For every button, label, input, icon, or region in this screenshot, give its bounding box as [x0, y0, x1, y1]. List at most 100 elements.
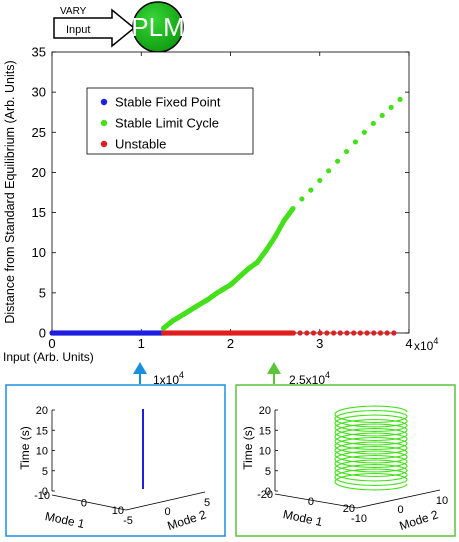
z-tick-label: 0 [42, 486, 48, 498]
x-tick-label: -20 [257, 489, 273, 501]
point-unstable [290, 330, 297, 336]
y-tick-label: 25 [32, 125, 46, 140]
x-tick-label: 4 [405, 336, 412, 351]
point-stable-limit-cycle [317, 177, 323, 184]
main-chart: 0 1 2 3 4 0 5 10 15 20 25 30 35 Distance from Standa… [3, 45, 438, 365]
x-tick-label: -10 [34, 490, 50, 502]
z-tick-label: 10 [36, 446, 48, 458]
y-tick-label: 20 [32, 165, 46, 180]
point-stable-limit-cycle [370, 120, 376, 127]
legend: Stable Fixed Point Stable Limit Cycle Unst… [86, 87, 254, 155]
plm-label: PLM [131, 12, 184, 42]
callout-1-base: 1x10 [153, 373, 179, 387]
point-stable-limit-cycle [335, 158, 341, 164]
point-stable-limit-cycle [299, 196, 305, 202]
point-stable-limit-cycle [343, 148, 350, 155]
legend-label: Unstable [115, 137, 166, 152]
legend-box [86, 87, 254, 155]
y-axis-floor [356, 489, 441, 509]
point-unstable [304, 330, 310, 336]
point-unstable [337, 330, 343, 336]
callout-2: 2.5x104 [267, 362, 330, 387]
inset-1-z-label: Time (s) [18, 426, 32, 470]
point-unstable [351, 330, 357, 336]
z-tick-label: 0 [265, 486, 271, 498]
y-tick-label: -5 [123, 515, 133, 527]
y-tick-label: -10 [351, 513, 367, 525]
point-unstable [344, 330, 350, 336]
x-tick-label: 0 [81, 498, 87, 510]
point-unstable [364, 330, 370, 336]
point-unstable [324, 330, 330, 336]
callout-1-arrow-head [133, 362, 147, 374]
main-marks [49, 96, 403, 336]
x-tick-label: 10 [112, 505, 124, 517]
legend-marker [100, 119, 108, 127]
callout-1: 1x104 [133, 362, 184, 387]
point-unstable [317, 330, 323, 336]
point-unstable [377, 330, 384, 336]
y-axis-floor [125, 491, 206, 511]
x-tick-label: 0 [308, 496, 314, 508]
y-tick-label: 30 [32, 85, 46, 100]
y-tick-label: 5 [204, 497, 210, 509]
z-tick-label: 20 [36, 405, 48, 417]
y-axis-label: Distance from Standard Equilibrium (Arb.… [3, 60, 17, 323]
legend-label: Stable Fixed Point [115, 95, 221, 110]
point-stable-limit-cycle [308, 187, 314, 193]
legend-marker [100, 140, 108, 148]
z-tick-label: 5 [42, 466, 48, 478]
x-multiplier-exponent: 4 [433, 336, 438, 346]
point-stable-limit-cycle [361, 129, 367, 135]
inset-1-frame [5, 384, 226, 537]
z-tick-label: 5 [265, 466, 271, 478]
point-stable-limit-cycle [290, 205, 296, 212]
z-tick-label: 20 [259, 405, 271, 417]
inset-2-z-label: Time (s) [241, 426, 255, 470]
x-axis-label: Input (Arb. Units) [3, 350, 94, 364]
callout-2-label: 2.5x104 [289, 370, 330, 387]
callout-1-exponent: 4 [179, 370, 184, 380]
point-unstable [371, 330, 377, 336]
x-axis-floor [274, 493, 358, 509]
y-tick-label: 0 [397, 504, 403, 516]
point-unstable [391, 330, 397, 336]
y-tick-label: 10 [32, 245, 46, 260]
point-unstable [384, 330, 390, 336]
point-stable-limit-cycle [388, 104, 394, 110]
point-unstable [297, 330, 303, 336]
y-tick-label: 0 [164, 506, 170, 518]
legend-label: Stable Limit Cycle [115, 116, 219, 131]
z-tick-label: 15 [36, 425, 48, 437]
vary-label: VARY [60, 6, 87, 17]
trajectory-helix [334, 405, 408, 491]
callout-2-base: 2.5x10 [289, 373, 325, 387]
x-tick-label: 1 [138, 336, 145, 351]
x-tick-label: 0 [48, 336, 55, 351]
y-tick-label: 15 [32, 205, 46, 220]
x-tick-label: 20 [343, 503, 355, 515]
legend-marker [100, 98, 108, 106]
point-stable-limit-cycle [352, 139, 359, 145]
point-stable-limit-cycle [326, 168, 332, 174]
z-tick-label: 10 [259, 446, 271, 458]
callout-2-exponent: 4 [325, 370, 330, 380]
z-tick-label: 15 [259, 425, 271, 437]
x-tick-label: 2 [227, 336, 234, 351]
point-unstable [330, 330, 337, 336]
y-tick-label: 0 [39, 326, 46, 341]
x-multiplier: x104 [414, 336, 438, 353]
x-axis-floor [51, 494, 127, 511]
y-tick-label: 35 [32, 45, 46, 60]
point-stable-limit-cycle [397, 96, 403, 102]
x-multiplier-base: x10 [414, 339, 434, 353]
y-tick-label: 5 [39, 285, 46, 300]
x-tick-label: 3 [316, 336, 323, 351]
header-schematic: VARY Input PLM [53, 1, 185, 53]
input-label: Input [66, 24, 90, 36]
